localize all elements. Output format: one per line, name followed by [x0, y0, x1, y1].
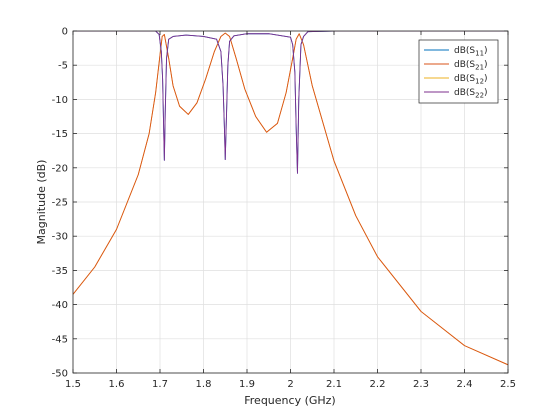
x-tick-label: 2.2 [370, 379, 386, 390]
x-tick-label: 2.4 [457, 379, 473, 390]
series-line-21 [73, 32, 508, 366]
y-tick-label: -50 [52, 369, 68, 380]
x-tick-label: 2.5 [500, 379, 516, 390]
series-line-22 [73, 31, 508, 174]
y-tick-label: -5 [58, 61, 68, 72]
ticks: 1.5 1.6 1.7 1.8 1.9 2 2.1 2.2 2.3 2.4 2.5 0 -5 -10 -15… [52, 27, 516, 391]
y-tick-label: -30 [52, 232, 68, 243]
x-tick-label: 1.7 [152, 379, 168, 390]
y-tick-label: 0 [62, 27, 68, 38]
y-tick-label: -25 [52, 198, 68, 209]
y-tick-label: -15 [52, 129, 68, 140]
x-axis-label: Frequency (GHz) [244, 394, 335, 407]
x-tick-label: 1.9 [239, 379, 255, 390]
y-axis-label: Magnitude (dB) [35, 160, 48, 245]
x-tick-label: 2.1 [326, 379, 342, 390]
x-tick-label: 2 [287, 379, 293, 390]
y-tick-label: -40 [52, 300, 68, 311]
y-tick-label: -20 [52, 163, 68, 174]
legend: dB(S11) dB(S21) dB(S12) dB(S22) [418, 39, 499, 104]
legend-entry: dB(S11) [454, 46, 488, 58]
x-tick-label: 1.6 [109, 379, 125, 390]
y-tick-label: -35 [52, 266, 68, 277]
y-tick-label: -45 [52, 334, 68, 345]
series-layer [73, 31, 508, 366]
x-tick-label: 1.8 [196, 379, 212, 390]
legend-entry: dB(S12) [454, 74, 488, 86]
legend-entry: dB(S22) [454, 88, 488, 100]
x-tick-label: 1.5 [65, 379, 81, 390]
x-tick-label: 2.3 [413, 379, 429, 390]
legend-entry: dB(S21) [454, 60, 488, 72]
y-tick-label: -10 [52, 95, 68, 106]
